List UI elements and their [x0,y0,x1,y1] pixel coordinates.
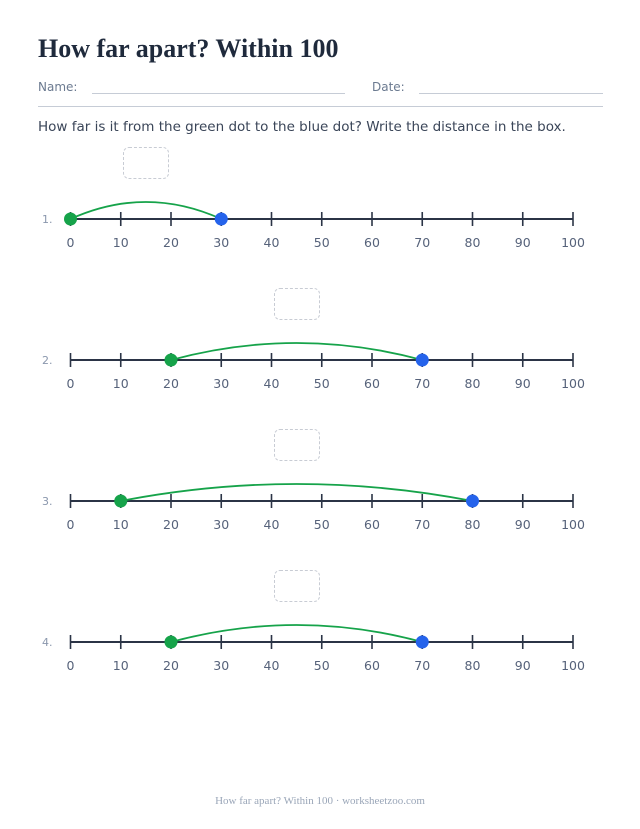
tick-label: 100 [561,376,585,391]
tick-label: 90 [515,517,531,532]
distance-arc [170,624,423,643]
tick-label: 30 [213,235,229,250]
tick-label: 60 [364,517,380,532]
tick-label: 0 [67,658,75,673]
tick-label: 20 [163,517,179,532]
tick-label: 0 [67,235,75,250]
blue-end-dot [214,212,228,226]
name-date-fields: Name: Date: [38,80,603,108]
tick-label: 70 [414,517,430,532]
answer-box[interactable] [122,147,169,179]
blue-end-dot [415,635,429,649]
number-line: 3. 0 10 20 30 40 50 60 70 80 90 100 [42,483,585,532]
blue-end-dot [415,353,429,367]
tick-label: 80 [465,658,481,673]
green-start-dot [64,212,77,226]
blue-end-dot [466,494,479,508]
tick-label: 50 [314,658,330,673]
header-divider [38,106,603,107]
number-line: 1. 0 10 20 30 40 50 60 70 80 90 100 [42,201,585,250]
problem-3: 3. 0 10 20 30 40 50 60 70 80 90 100 [0,422,640,542]
tick-label: 20 [163,658,179,673]
number-line: 4. 0 10 20 30 40 50 60 70 80 90 100 [42,624,585,673]
tick-label: 20 [163,376,179,391]
tick-label: 80 [465,235,481,250]
problem-1: 1. 0 10 20 30 40 50 60 70 80 90 100 [0,140,640,260]
tick-label: 100 [561,235,585,250]
tick-label: 40 [264,658,280,673]
green-start-dot [164,635,178,649]
tick-label: 10 [113,235,129,250]
tick-label: 90 [515,235,531,250]
problem-number: 3. [42,495,53,508]
tick-label: 100 [561,658,585,673]
tick-label: 10 [113,376,129,391]
tick-label: 10 [113,517,129,532]
tick-label: 20 [163,235,179,250]
answer-box[interactable] [273,429,320,461]
problem-number: 4. [42,636,53,649]
distance-arc [120,483,473,502]
name-field[interactable] [92,93,345,94]
tick-label: 70 [414,658,430,673]
tick-label: 30 [213,376,229,391]
tick-label: 80 [465,517,481,532]
date-label: Date: [372,80,405,94]
name-label: Name: [38,80,78,94]
distance-arc [170,342,423,361]
tick-label: 60 [364,376,380,391]
tick-label: 70 [414,376,430,391]
tick-label: 70 [414,235,430,250]
problem-2: 2. 0 10 20 30 40 50 60 70 80 90 100 [0,281,640,401]
tick-label: 50 [314,235,330,250]
number-line: 2. 0 10 20 30 40 50 60 70 80 90 100 [42,342,585,391]
tick-label: 10 [113,658,129,673]
footer: How far apart? Within 100 · worksheetzoo… [215,795,425,807]
green-start-dot [164,353,178,367]
tick-label: 40 [264,235,280,250]
tick-label: 90 [515,658,531,673]
tick-label: 50 [314,517,330,532]
tick-label: 80 [465,376,481,391]
tick-label: 50 [314,376,330,391]
tick-label: 0 [67,517,75,532]
instructions: How far is it from the green dot to the … [38,119,566,135]
tick-label: 30 [213,658,229,673]
problem-number: 1. [42,213,53,226]
tick-label: 60 [364,235,380,250]
problem-4: 4. 0 10 20 30 40 50 60 70 80 90 100 [0,563,640,683]
worksheet-title: How far apart? Within 100 [38,34,339,63]
answer-box[interactable] [273,288,320,320]
tick-label: 30 [213,517,229,532]
distance-arc [70,201,222,220]
tick-label: 60 [364,658,380,673]
tick-label: 100 [561,517,585,532]
tick-label: 90 [515,376,531,391]
tick-label: 0 [67,376,75,391]
green-start-dot [114,494,128,508]
tick-label: 40 [264,376,280,391]
answer-box[interactable] [273,570,320,602]
tick-label: 40 [264,517,280,532]
date-field[interactable] [419,93,603,94]
problem-number: 2. [42,354,53,367]
